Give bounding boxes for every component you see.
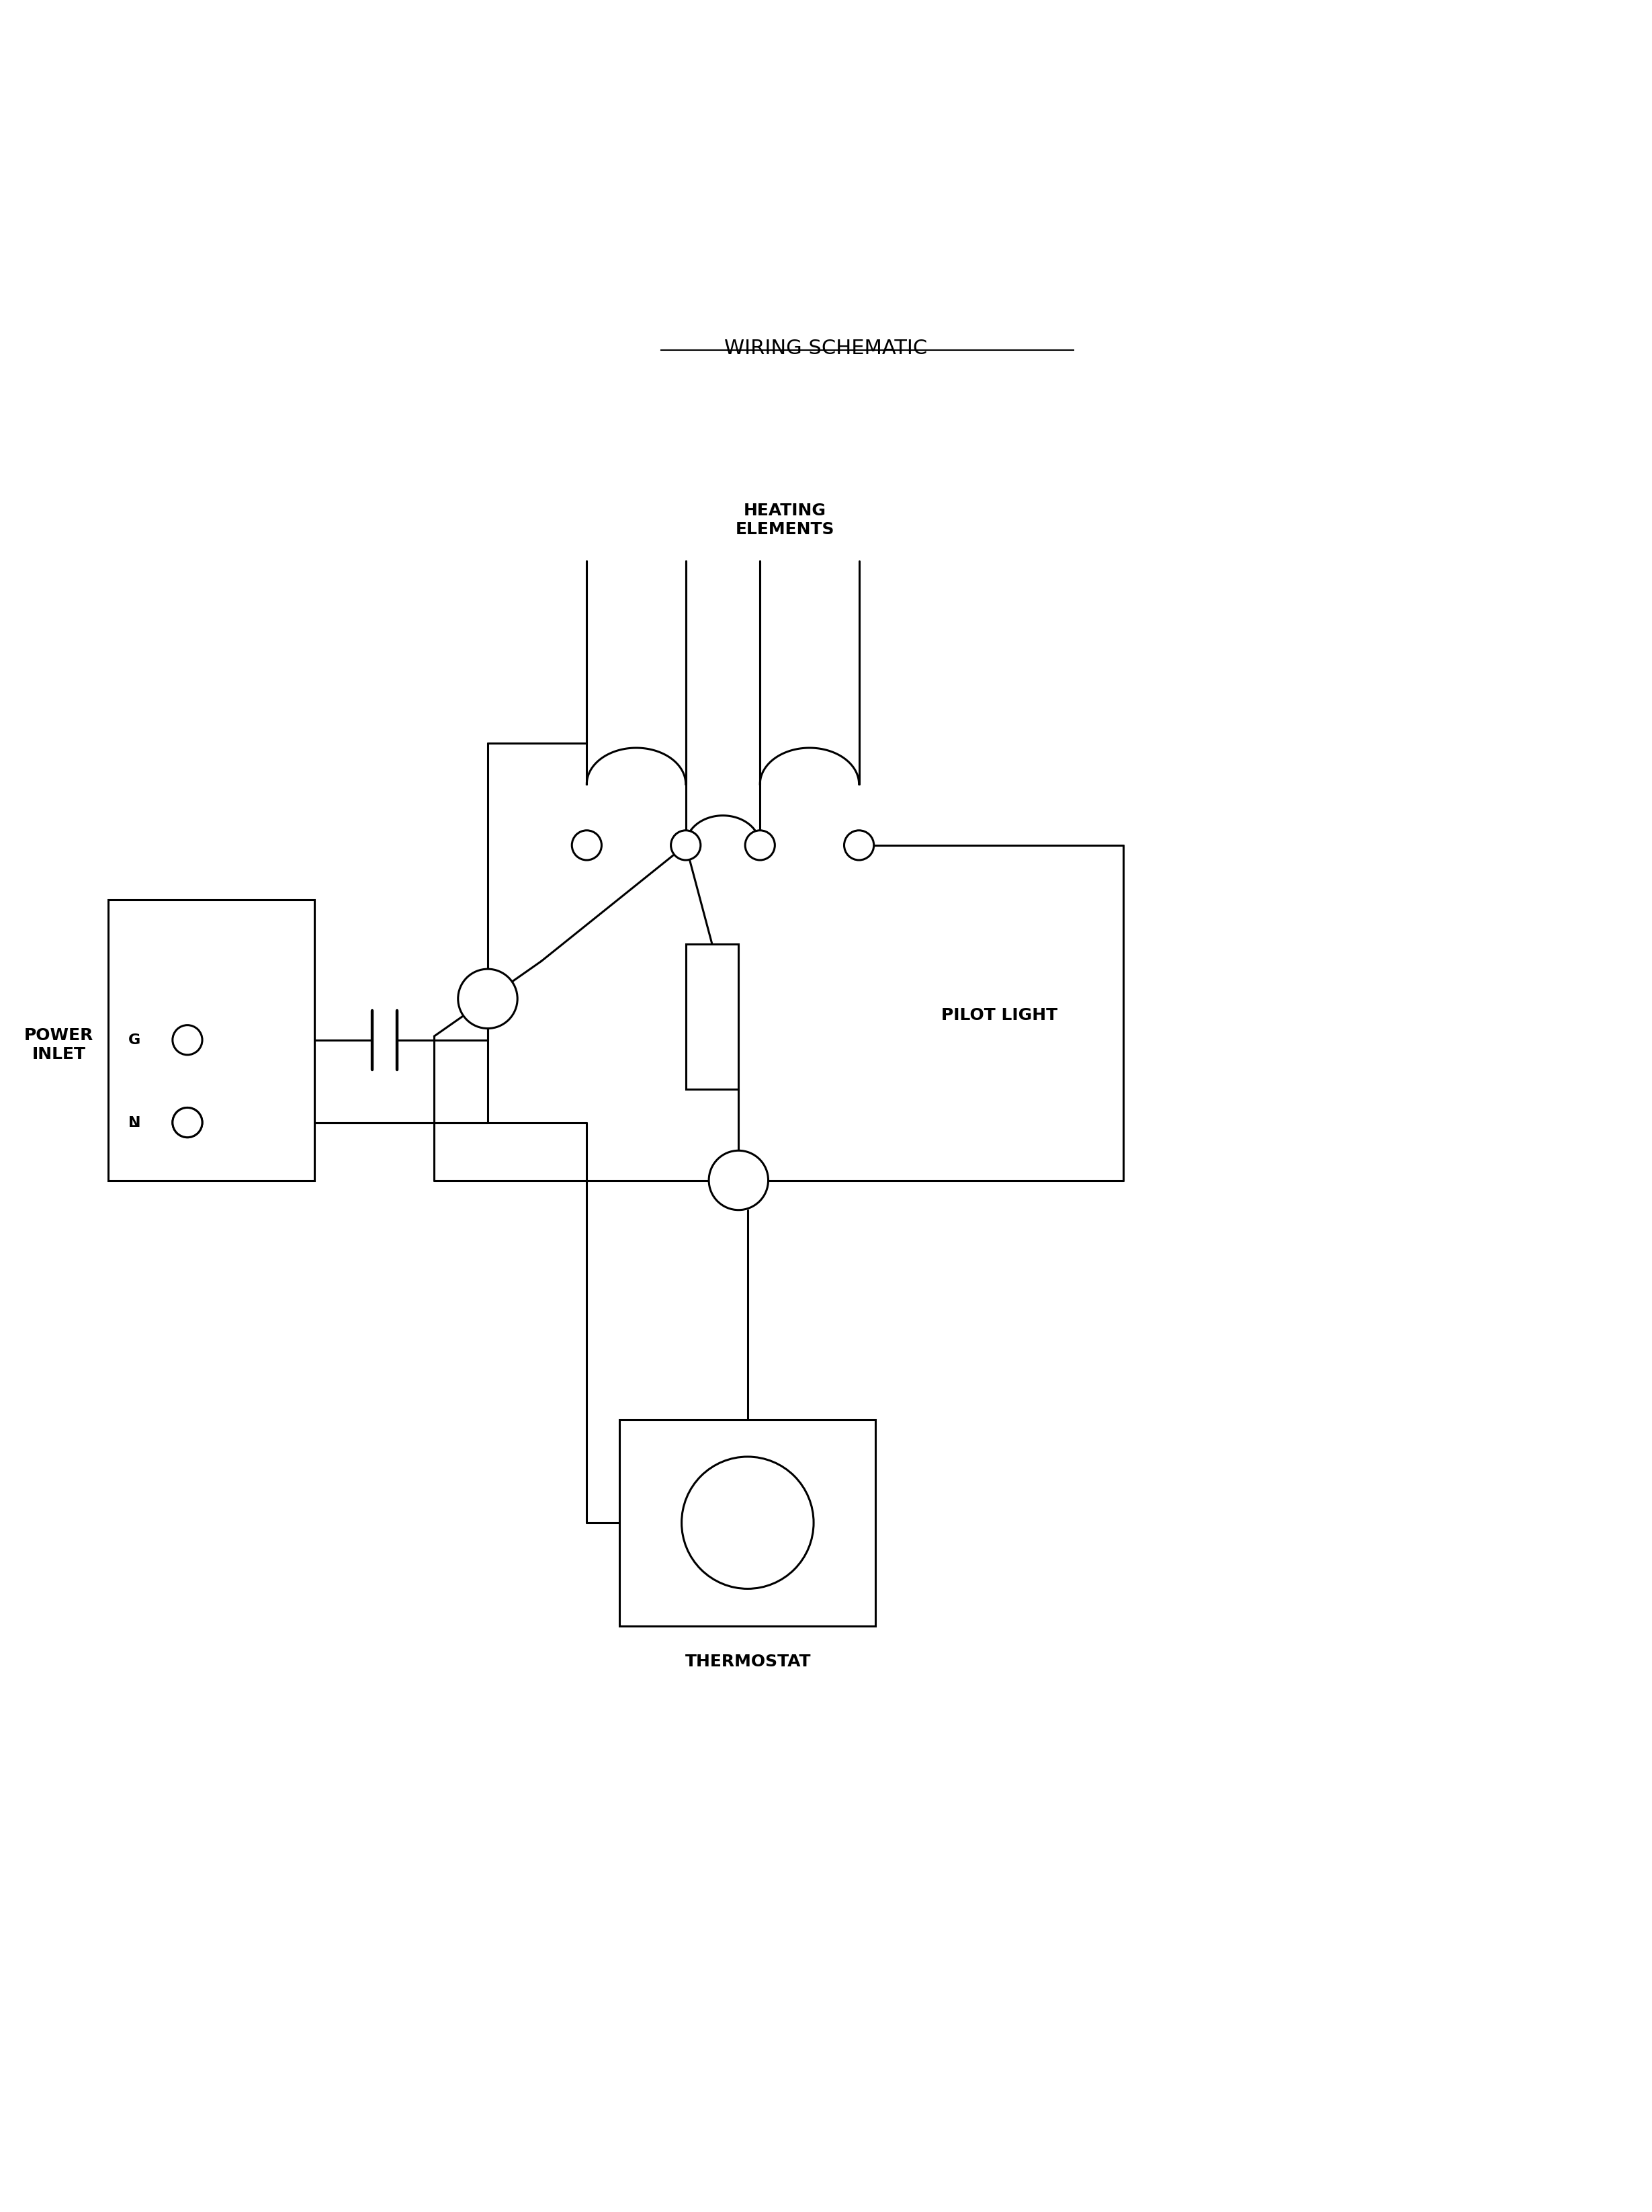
Circle shape (172, 1108, 202, 1137)
Text: G: G (127, 1033, 140, 1046)
Circle shape (572, 830, 601, 860)
Circle shape (844, 830, 874, 860)
Text: N: N (127, 1115, 140, 1128)
Text: WIRING SCHEMATIC: WIRING SCHEMATIC (725, 338, 927, 358)
Circle shape (458, 969, 517, 1029)
Bar (686, 945, 738, 1091)
Text: POWER
INLET: POWER INLET (25, 1029, 94, 1062)
Circle shape (682, 1458, 814, 1588)
Text: HEATING
ELEMENTS: HEATING ELEMENTS (735, 502, 834, 538)
Bar (107, 900, 314, 1181)
Circle shape (172, 1024, 202, 1055)
Text: THERMOSTAT: THERMOSTAT (686, 1655, 811, 1670)
Circle shape (745, 830, 775, 860)
Circle shape (671, 830, 700, 860)
Circle shape (172, 1108, 202, 1137)
Text: L: L (127, 1115, 137, 1128)
Text: PILOT LIGHT: PILOT LIGHT (942, 1006, 1057, 1024)
Circle shape (709, 1150, 768, 1210)
Bar (620, 1420, 876, 1626)
